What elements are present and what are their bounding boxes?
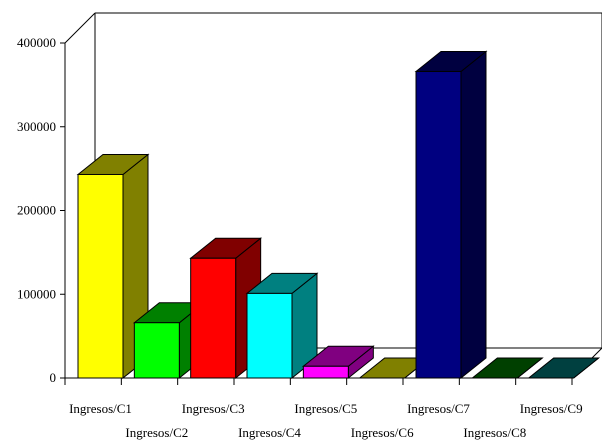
x-tick-label: Ingresos/C5 — [294, 401, 357, 416]
y-tick-label: 200000 — [17, 203, 56, 218]
x-tick-label: Ingresos/C4 — [238, 425, 301, 440]
y-tick-label: 300000 — [17, 119, 56, 134]
x-tick-label: Ingresos/C8 — [463, 425, 526, 440]
bar-top — [470, 357, 544, 379]
bar-Ingresos/C7 — [414, 50, 488, 380]
bar-side — [460, 50, 487, 380]
x-axis: Ingresos/C1 Ingresos/C2 Ingresos/C3 Ingreso… — [64, 378, 583, 440]
x-tick-label: Ingresos/C1 — [69, 401, 132, 416]
x-tick-label: Ingresos/C7 — [407, 401, 470, 416]
x-tick-label: Ingresos/C9 — [520, 401, 583, 416]
y-tick-label: 0 — [50, 370, 57, 385]
bar-front — [415, 70, 462, 379]
bar-Ingresos/C9 — [527, 357, 601, 379]
left-wall-top-edge — [64, 12, 96, 44]
bar-top — [527, 357, 601, 379]
y-tick-label: 100000 — [17, 286, 56, 301]
bar-Ingresos/C4 — [245, 272, 319, 380]
x-tick-label: Ingresos/C6 — [351, 425, 414, 440]
bar-front — [133, 322, 180, 379]
bar-Ingresos/C8 — [470, 357, 544, 379]
bar-front — [246, 292, 293, 379]
y-axis: 0 100000 200000 300000 400000 — [17, 35, 65, 385]
x-tick-label: Ingresos/C3 — [182, 401, 245, 416]
bar-Ingresos/C5 — [301, 345, 375, 380]
bar-front — [302, 365, 349, 379]
bar-front — [77, 173, 124, 379]
x-tick-label: Ingresos/C2 — [125, 425, 188, 440]
bar-front — [190, 257, 237, 379]
bars — [76, 50, 601, 380]
y-tick-label: 400000 — [17, 35, 56, 50]
